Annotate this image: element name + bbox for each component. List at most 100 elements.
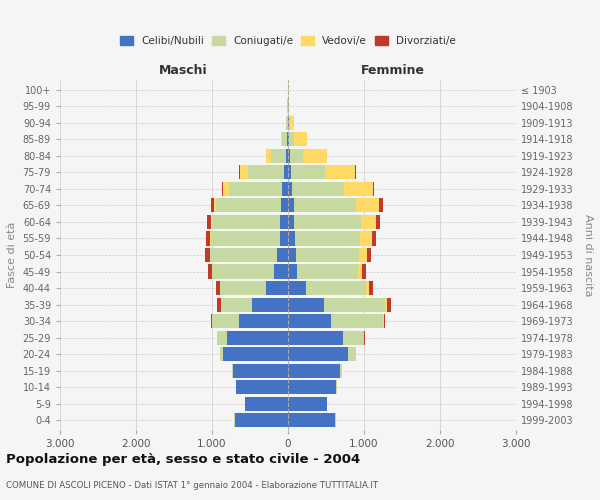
Bar — [211, 248, 277, 262]
Bar — [387, 298, 391, 312]
Bar — [288, 396, 327, 410]
Bar — [280, 232, 288, 245]
Bar — [295, 132, 307, 146]
Bar — [367, 248, 371, 262]
Bar — [355, 166, 356, 179]
Bar — [212, 314, 239, 328]
Bar — [239, 166, 240, 179]
Bar — [288, 232, 295, 245]
Bar — [235, 413, 288, 427]
Bar — [371, 232, 376, 245]
Bar — [306, 281, 365, 295]
Bar — [295, 215, 361, 229]
Bar — [373, 182, 374, 196]
Bar — [280, 215, 288, 229]
Bar — [288, 215, 295, 229]
Bar — [286, 149, 288, 163]
Bar — [245, 396, 288, 410]
Bar — [344, 182, 373, 196]
Bar — [297, 264, 358, 278]
Bar — [281, 132, 283, 146]
Bar — [294, 198, 356, 212]
Bar — [217, 281, 220, 295]
Bar — [223, 182, 229, 196]
Bar — [340, 364, 342, 378]
Bar — [266, 281, 288, 295]
Bar — [283, 132, 287, 146]
Bar — [288, 248, 296, 262]
Bar — [362, 264, 366, 278]
Bar — [288, 166, 290, 179]
Bar — [211, 232, 280, 245]
Bar — [288, 281, 306, 295]
Bar — [288, 264, 297, 278]
Bar — [360, 232, 371, 245]
Bar — [207, 215, 211, 229]
Text: Femmine: Femmine — [361, 64, 425, 76]
Bar — [325, 166, 355, 179]
Bar — [282, 182, 288, 196]
Bar — [205, 248, 210, 262]
Bar — [220, 347, 223, 361]
Bar — [288, 347, 348, 361]
Bar — [292, 182, 344, 196]
Bar — [343, 330, 364, 344]
Bar — [287, 132, 288, 146]
Bar — [359, 248, 367, 262]
Bar — [295, 232, 360, 245]
Bar — [290, 166, 325, 179]
Bar — [288, 116, 289, 130]
Bar — [217, 330, 227, 344]
Bar — [240, 166, 248, 179]
Bar — [288, 364, 340, 378]
Bar — [290, 149, 303, 163]
Bar — [214, 198, 216, 212]
Bar — [221, 182, 223, 196]
Bar — [288, 298, 325, 312]
Bar — [212, 215, 280, 229]
Bar — [288, 380, 336, 394]
Bar — [251, 298, 288, 312]
Bar — [385, 298, 387, 312]
Bar — [220, 281, 266, 295]
Bar — [288, 413, 335, 427]
Bar — [290, 116, 294, 130]
Bar — [379, 198, 383, 212]
Bar — [286, 116, 287, 130]
Bar — [384, 314, 385, 328]
Bar — [211, 215, 212, 229]
Y-axis label: Anni di nascita: Anni di nascita — [583, 214, 593, 296]
Text: Maschi: Maschi — [159, 64, 208, 76]
Bar — [223, 347, 288, 361]
Bar — [266, 149, 271, 163]
Y-axis label: Fasce di età: Fasce di età — [7, 222, 17, 288]
Bar — [239, 314, 288, 328]
Bar — [221, 298, 251, 312]
Bar — [368, 281, 373, 295]
Text: Popolazione per età, sesso e stato civile - 2004: Popolazione per età, sesso e stato civil… — [6, 452, 360, 466]
Bar — [336, 380, 337, 394]
Bar — [288, 330, 343, 344]
Bar — [216, 198, 281, 212]
Bar — [348, 347, 356, 361]
Bar — [210, 248, 211, 262]
Bar — [325, 298, 385, 312]
Bar — [229, 182, 282, 196]
Bar — [289, 116, 290, 130]
Bar — [296, 248, 359, 262]
Bar — [331, 314, 383, 328]
Bar — [208, 264, 212, 278]
Legend: Celibi/Nubili, Coniugati/e, Vedovi/e, Divorziati/e: Celibi/Nubili, Coniugati/e, Vedovi/e, Di… — [120, 36, 456, 46]
Bar — [288, 132, 289, 146]
Bar — [288, 314, 331, 328]
Bar — [277, 248, 288, 262]
Bar — [211, 314, 212, 328]
Bar — [212, 264, 274, 278]
Bar — [376, 215, 380, 229]
Bar — [288, 198, 294, 212]
Bar — [361, 215, 376, 229]
Bar — [288, 182, 292, 196]
Bar — [233, 364, 288, 378]
Bar — [232, 364, 233, 378]
Text: COMUNE DI ASCOLI PICENO - Dati ISTAT 1° gennaio 2004 - Elaborazione TUTTITALIA.I: COMUNE DI ASCOLI PICENO - Dati ISTAT 1° … — [6, 480, 378, 490]
